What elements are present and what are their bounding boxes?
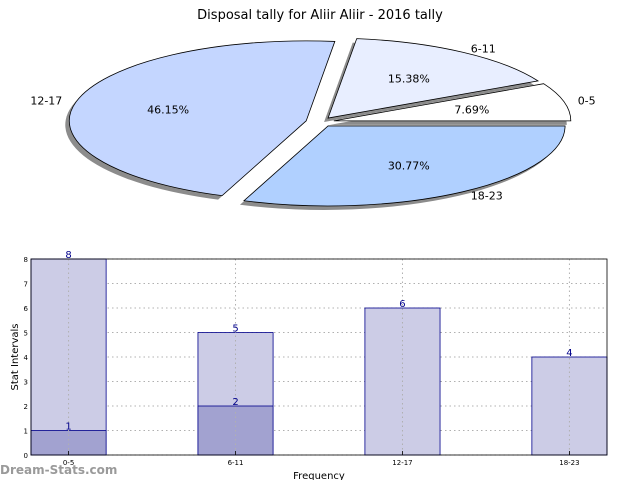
x-axis-label: Frequency	[293, 471, 345, 480]
bar-chart: 0 1 2 3 4 5 6 7 8 0-5 6-11 12-17 18-23 8 1 5 2 6 4 Frequenc…	[10, 250, 608, 480]
y-tick-label: 1	[24, 428, 28, 436]
bar-plot-frame	[30, 258, 608, 456]
y-tick-label: 8	[24, 256, 28, 264]
pie-slice-6-11-percent: 15.38%	[388, 73, 430, 86]
pie-slice-0-5	[333, 83, 572, 122]
y-tick-label: 4	[24, 354, 29, 362]
watermark-text: Dream-Stats.com	[0, 463, 117, 477]
pie-slice-18-23-label: 18-23	[471, 190, 503, 203]
pie-slice-12-17	[68, 40, 336, 197]
pie-chart-title: Disposal tally for Aliir Aliir - 2016 ta…	[197, 8, 443, 23]
bar-value-label-0-5-1: 1	[65, 422, 71, 433]
x-tick-label-18-23: 18-23	[559, 459, 579, 467]
pie-slice-0-5-label: 0-5	[578, 95, 596, 108]
x-tick-label-12-17: 12-17	[392, 459, 412, 467]
pie-slice-12-17-label: 12-17	[30, 95, 62, 108]
bar-value-label-12-17-6: 6	[399, 299, 405, 310]
y-tick-label: 3	[24, 379, 28, 387]
pie-slice-18-23	[243, 125, 566, 207]
pie-chart: 7.69% 0-5 15.38% 6-11 46.15% 12-17 30.77% 18-23	[30, 38, 596, 210]
bar-value-label-18-23-4: 4	[566, 348, 572, 359]
pie-slice-6-11-label: 6-11	[471, 42, 496, 55]
y-tick-label: 7	[24, 281, 28, 289]
x-tick-label-6-11: 6-11	[228, 459, 244, 467]
y-axis-label: Stat Intervals	[10, 323, 21, 390]
pie-slice-18-23-percent: 30.77%	[388, 160, 430, 173]
bar-value-label-6-11-2: 2	[232, 397, 238, 408]
y-tick-label: 6	[24, 305, 29, 313]
bar-value-label-6-11-5: 5	[232, 324, 238, 335]
x-tick-label-0-5: 0-5	[63, 459, 74, 467]
y-tick-label: 5	[24, 330, 28, 338]
y-tick-label: 0	[24, 452, 28, 460]
pie-slice-0-5-percent: 7.69%	[454, 103, 489, 116]
pie-slice-6-11	[327, 38, 540, 119]
bar-value-label-0-5-8: 8	[65, 250, 71, 261]
pie-slice-12-17-percent: 46.15%	[147, 103, 189, 116]
y-tick-label: 2	[24, 403, 28, 411]
